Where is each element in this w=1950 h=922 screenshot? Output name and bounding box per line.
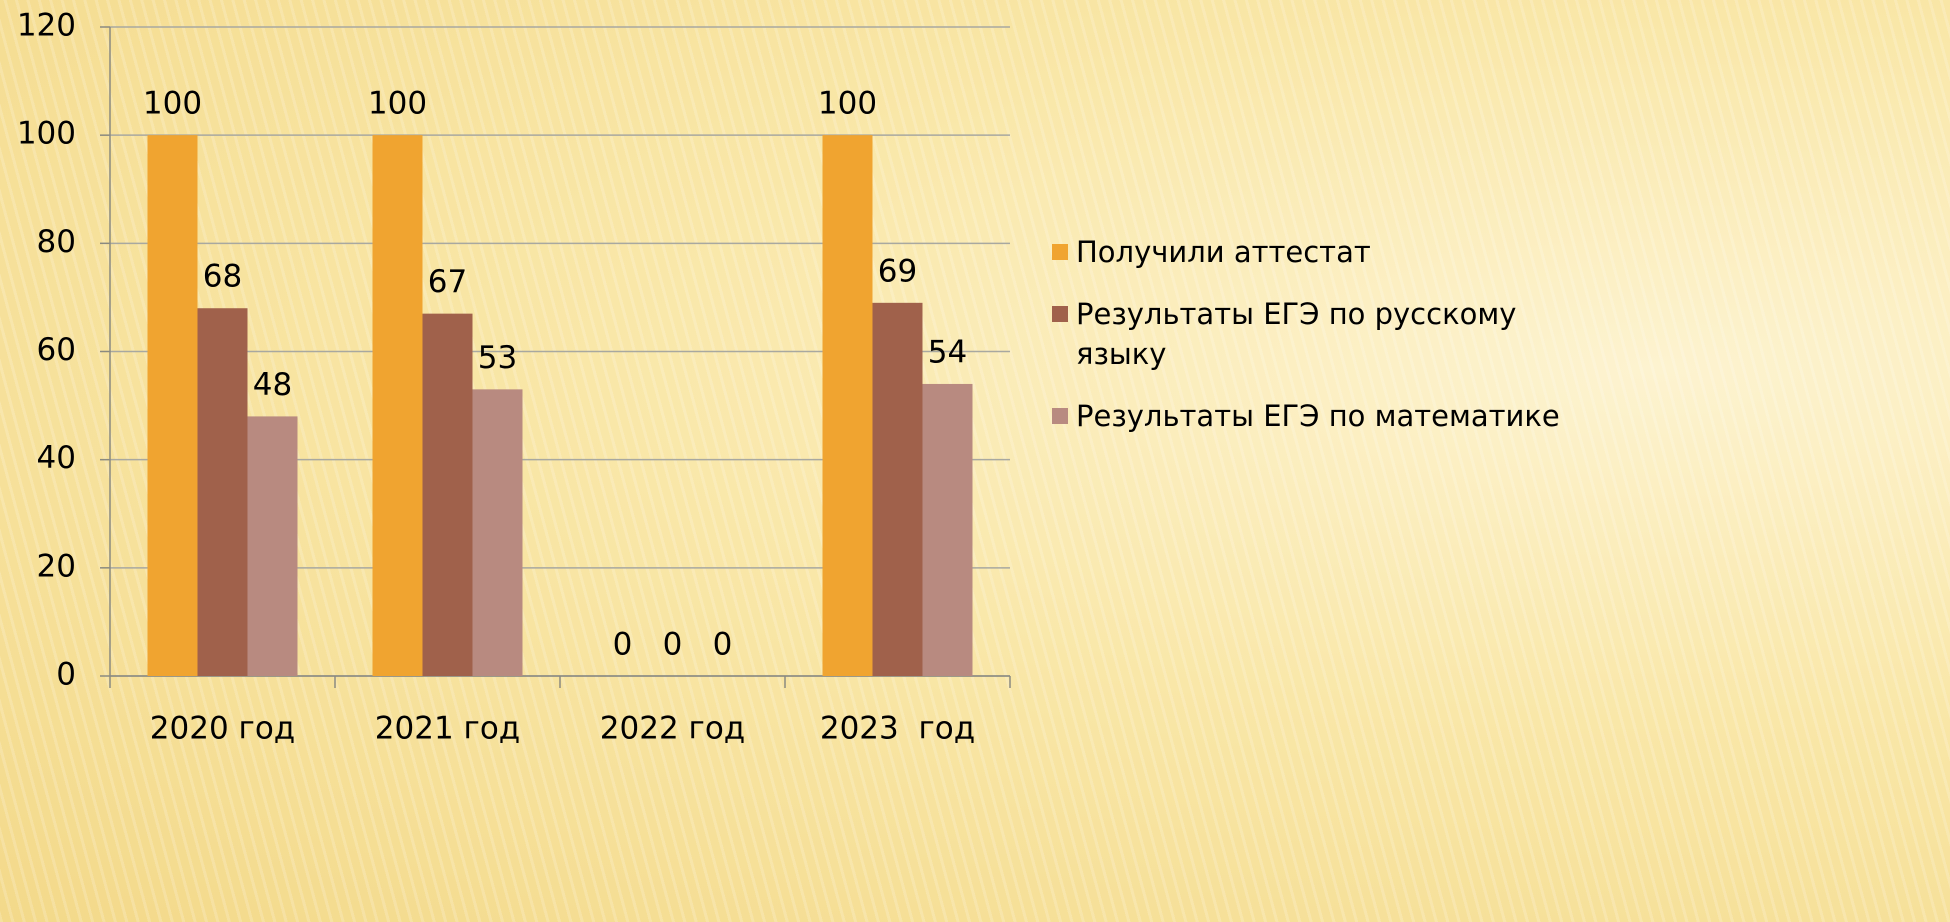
data-label: 100 — [368, 86, 427, 122]
y-tick-label: 60 — [37, 332, 76, 368]
legend-label: Получили аттестат — [1076, 235, 1371, 269]
x-tick-label: 2021 год — [375, 711, 520, 747]
x-tick-label: 2020 год — [150, 711, 295, 747]
bar — [422, 313, 473, 676]
legend-swatch — [1052, 306, 1068, 322]
data-label: 54 — [928, 334, 967, 370]
bar — [147, 135, 198, 676]
x-tick-label: 2022 год — [600, 711, 745, 747]
legend-swatch — [1052, 408, 1068, 424]
bar — [372, 135, 423, 676]
legend: Получили аттестат Результаты ЕГЭ по русск… — [1052, 232, 1572, 458]
bar — [472, 389, 523, 676]
legend-swatch — [1052, 244, 1068, 260]
data-label: 69 — [878, 253, 917, 289]
y-tick-label: 100 — [17, 116, 76, 152]
legend-item: Результаты ЕГЭ по русскому языку — [1052, 294, 1572, 374]
data-label: 48 — [253, 367, 292, 403]
y-tick-label: 120 — [17, 8, 76, 44]
data-label: 0 — [663, 627, 683, 663]
y-tick-label: 20 — [37, 548, 76, 584]
legend-label: Результаты ЕГЭ по математике — [1076, 399, 1560, 433]
y-tick-label: 40 — [37, 440, 76, 476]
bar — [822, 135, 873, 676]
bar — [247, 416, 298, 676]
x-tick-label: 2023 год — [820, 711, 975, 747]
bar — [872, 302, 923, 676]
data-label: 100 — [818, 86, 877, 122]
legend-label: Результаты ЕГЭ по русскому языку — [1076, 297, 1517, 371]
y-tick-label: 0 — [56, 657, 76, 693]
data-label: 0 — [713, 627, 733, 663]
y-tick-label: 80 — [37, 224, 76, 260]
data-label: 0 — [613, 627, 633, 663]
legend-item: Результаты ЕГЭ по математике — [1052, 396, 1572, 436]
legend-item: Получили аттестат — [1052, 232, 1572, 272]
data-label: 53 — [478, 340, 517, 376]
data-label: 100 — [143, 86, 202, 122]
data-label: 67 — [428, 264, 467, 300]
data-label: 68 — [203, 259, 242, 295]
bar — [922, 383, 973, 676]
bar — [197, 308, 248, 676]
